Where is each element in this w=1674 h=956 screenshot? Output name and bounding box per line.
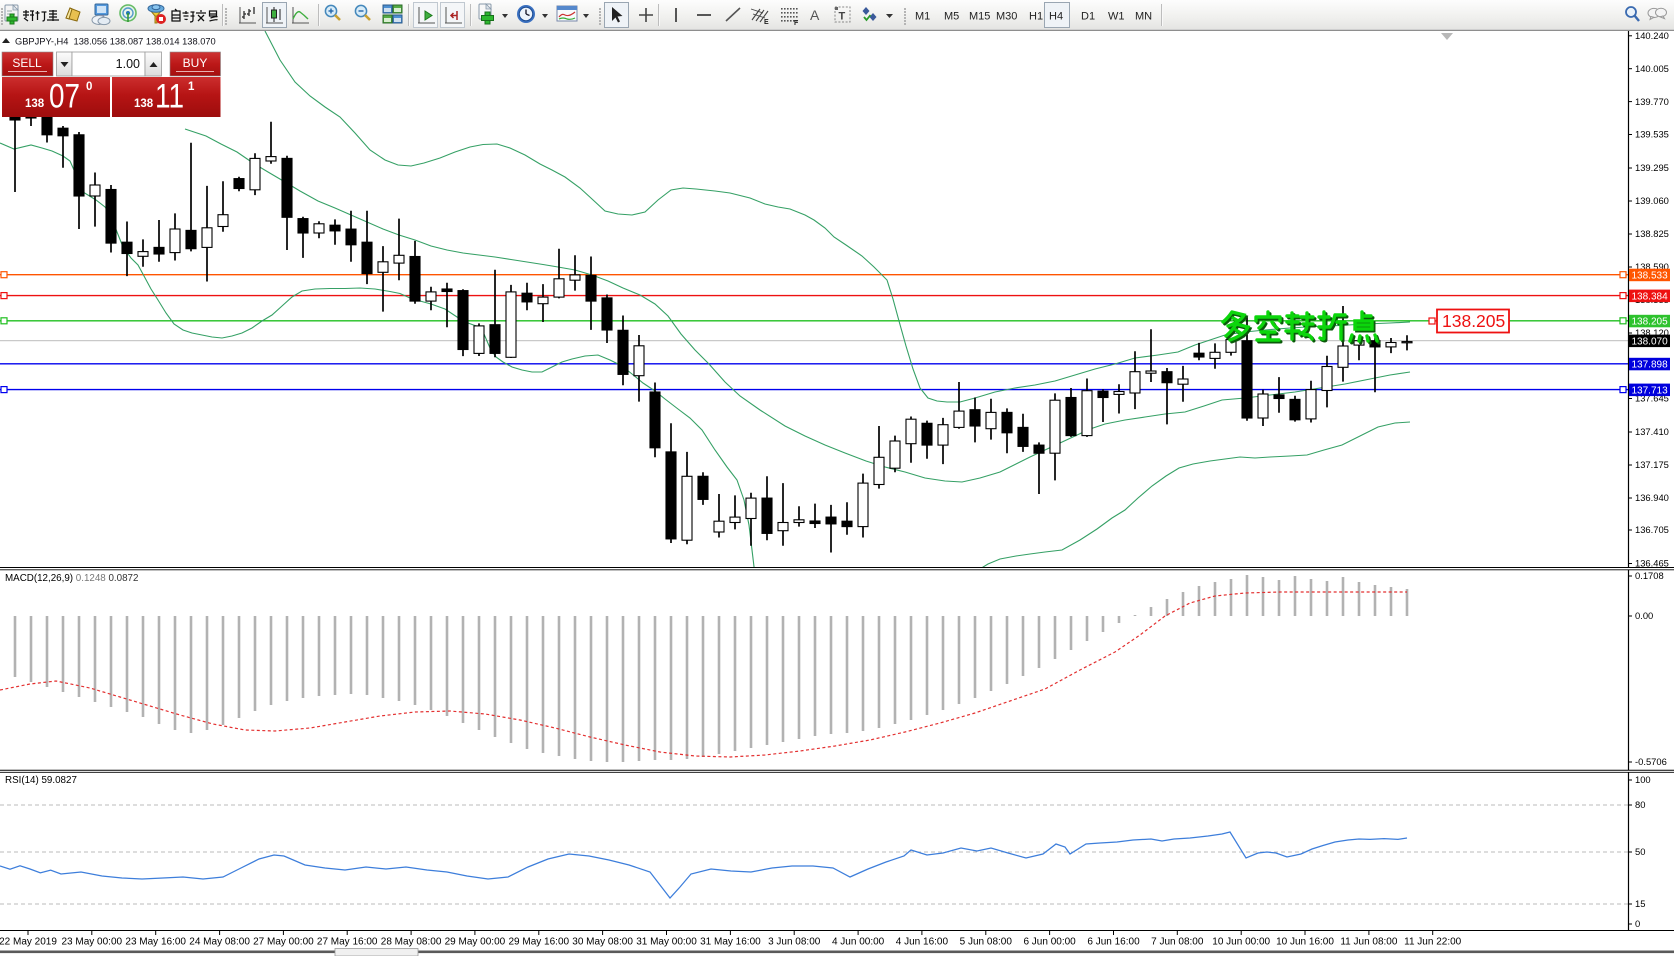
svg-text:11 Jun 22:00: 11 Jun 22:00 [1404,937,1462,948]
svg-text:137.410: 137.410 [1635,426,1669,437]
svg-text:07: 07 [49,78,80,116]
svg-text:3 Jun 08:00: 3 Jun 08:00 [768,937,821,948]
svg-text:M5: M5 [944,11,959,23]
svg-text:0.00: 0.00 [1635,610,1653,621]
svg-text:M1: M1 [915,11,930,23]
svg-text:0.1708: 0.1708 [1635,570,1664,581]
svg-text:M15: M15 [969,11,990,23]
svg-text:136.940: 136.940 [1635,492,1669,503]
svg-text:1.00: 1.00 [116,57,140,71]
svg-text:SELL: SELL [12,56,42,70]
svg-text:138: 138 [25,98,45,110]
svg-text:BUY: BUY [183,56,208,70]
svg-text:139.295: 139.295 [1635,162,1669,173]
svg-text:0: 0 [1635,918,1640,929]
svg-text:M30: M30 [996,11,1017,23]
svg-text:27 May 16:00: 27 May 16:00 [317,937,378,948]
svg-text:139.770: 139.770 [1635,96,1669,107]
svg-text:4 Jun 00:00: 4 Jun 00:00 [832,937,885,948]
svg-text:10 Jun 16:00: 10 Jun 16:00 [1276,937,1334,948]
svg-text:31 May 00:00: 31 May 00:00 [636,937,697,948]
svg-text:0: 0 [86,81,92,93]
svg-text:W1: W1 [1108,11,1125,23]
svg-text:100: 100 [1635,774,1651,785]
svg-text:50: 50 [1635,846,1645,857]
svg-text:138: 138 [134,98,154,110]
svg-text:11 Jun 08:00: 11 Jun 08:00 [1340,937,1398,948]
svg-text:136.465: 136.465 [1635,558,1669,569]
svg-text:29 May 00:00: 29 May 00:00 [445,937,506,948]
svg-text:140.005: 140.005 [1635,63,1669,74]
svg-text:F: F [794,20,799,27]
svg-text:GBPJPY-,H4 138.056 138.087 13: GBPJPY-,H4 138.056 138.087 138.014 138.0… [15,37,216,47]
svg-text:6 Jun 00:00: 6 Jun 00:00 [1023,937,1076,948]
svg-text:E: E [764,19,769,26]
svg-text:5 Jun 08:00: 5 Jun 08:00 [960,937,1013,948]
svg-text:23 May 16:00: 23 May 16:00 [125,937,186,948]
svg-text:139.060: 139.060 [1635,195,1669,206]
svg-text:138.533: 138.533 [1632,271,1669,282]
svg-text:A: A [810,7,820,23]
svg-text:80: 80 [1635,799,1645,810]
svg-text:138.070: 138.070 [1632,336,1669,347]
svg-text:H4: H4 [1049,11,1063,23]
svg-text:138.384: 138.384 [1632,291,1669,302]
svg-text:6 Jun 16:00: 6 Jun 16:00 [1087,937,1140,948]
svg-text:137.175: 137.175 [1635,459,1669,470]
svg-text:T: T [839,11,846,23]
svg-text:138.205: 138.205 [1442,311,1505,331]
svg-text:136.705: 136.705 [1635,524,1669,535]
svg-text:D1: D1 [1081,11,1095,23]
svg-text:138.205: 138.205 [1632,317,1669,328]
svg-text:-0.5706: -0.5706 [1635,756,1667,767]
svg-text:RSI(14) 59.0827: RSI(14) 59.0827 [5,775,77,786]
svg-text:138.120: 138.120 [1635,327,1669,338]
svg-text:27 May 00:00: 27 May 00:00 [253,937,314,948]
svg-text:23 May 00:00: 23 May 00:00 [61,937,122,948]
svg-text:138.590: 138.590 [1635,261,1669,272]
svg-text:7 Jun 08:00: 7 Jun 08:00 [1151,937,1204,948]
svg-text:28 May 08:00: 28 May 08:00 [381,937,442,948]
svg-text:24 May 08:00: 24 May 08:00 [189,937,250,948]
svg-text:4 Jun 16:00: 4 Jun 16:00 [896,937,949,948]
svg-text:140.240: 140.240 [1635,30,1669,41]
svg-text:22 May 2019: 22 May 2019 [0,937,57,948]
svg-text:137.898: 137.898 [1632,360,1669,371]
svg-text:H1: H1 [1029,11,1043,23]
svg-text:30 May 08:00: 30 May 08:00 [572,937,633,948]
svg-text:137.713: 137.713 [1632,385,1669,396]
svg-text:1: 1 [188,81,195,93]
svg-text:29 May 16:00: 29 May 16:00 [508,937,569,948]
svg-text:137.645: 137.645 [1635,393,1669,404]
svg-text:MN: MN [1135,11,1152,23]
svg-text:31 May 16:00: 31 May 16:00 [700,937,761,948]
svg-text:11: 11 [155,78,184,116]
svg-text:138.825: 138.825 [1635,228,1669,239]
svg-text:MACD(12,26,9) 0.1248 0.0872: MACD(12,26,9) 0.1248 0.0872 [5,573,138,584]
svg-text:10 Jun 00:00: 10 Jun 00:00 [1212,937,1270,948]
svg-text:139.535: 139.535 [1635,129,1669,140]
svg-text:15: 15 [1635,898,1645,909]
